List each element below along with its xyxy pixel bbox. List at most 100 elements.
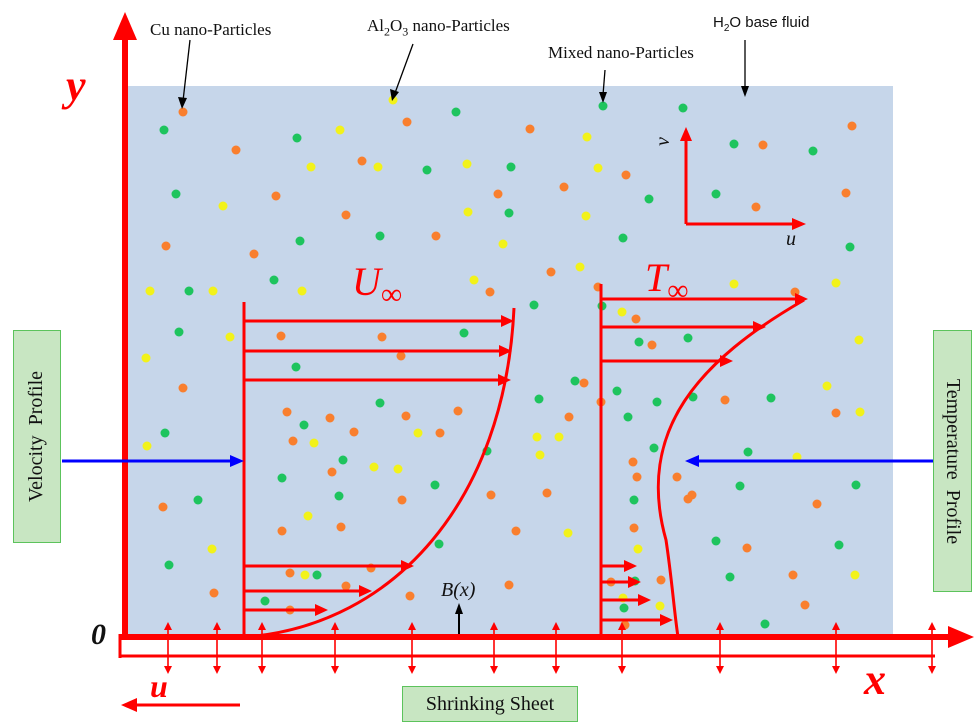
al2o3-o: O <box>390 16 403 35</box>
mixed-particle <box>729 139 739 149</box>
cu-particle <box>631 314 641 324</box>
velocity-arrow-head <box>315 604 328 616</box>
wall-arrow-head <box>490 622 498 630</box>
cu-particle <box>401 411 411 421</box>
h2o-base-fluid-label: H2O base fluid <box>713 14 809 34</box>
shrinking-direction-arrowhead <box>121 698 137 712</box>
cu-particle <box>683 494 693 504</box>
cu-particle <box>282 407 292 417</box>
mixed-particle <box>649 443 659 453</box>
temperature-profile <box>599 284 805 638</box>
mixed-particle <box>652 397 662 407</box>
mixed-particle <box>430 480 440 490</box>
wall-arrow-head <box>258 666 266 674</box>
al2o3-particle <box>532 432 542 442</box>
al2o3-particle <box>582 132 592 142</box>
cu-particle <box>672 472 682 482</box>
al2o3-sub1: 2 <box>384 24 390 39</box>
temperature-pointer-head <box>685 455 699 467</box>
cu-particle <box>209 588 219 598</box>
mixed-particle <box>434 539 444 549</box>
cu-particle <box>788 570 798 580</box>
temperature-arrow-head <box>628 576 641 588</box>
al2o3-particle <box>831 278 841 288</box>
x-axis-arrowhead <box>948 626 974 648</box>
cu-particle <box>435 428 445 438</box>
mixed-particle <box>725 572 735 582</box>
cu-particle <box>277 526 287 536</box>
cu-particle <box>647 340 657 350</box>
cu-particle <box>632 472 642 482</box>
al2o3-particle <box>563 528 573 538</box>
mixed-particle <box>422 165 432 175</box>
al2o3-particle <box>335 125 345 135</box>
mixed-particle <box>295 236 305 246</box>
velocity-arrow-head <box>401 560 414 572</box>
cu-particle <box>831 408 841 418</box>
wall-arrow-head <box>716 666 724 674</box>
mixed-particle <box>688 392 698 402</box>
mixed-particle <box>504 208 514 218</box>
mixed-particle <box>711 189 721 199</box>
mixed-particle <box>338 455 348 465</box>
cu-particle <box>431 231 441 241</box>
cu-particle <box>758 140 768 150</box>
cu-particle <box>841 188 851 198</box>
al2o3-particle <box>306 162 316 172</box>
al2o3-particle <box>535 450 545 460</box>
mixed-particle <box>623 412 633 422</box>
al2o3-particle <box>469 275 479 285</box>
al2o3-particle <box>142 441 152 451</box>
velocity-profile-label: Velocity Profile <box>25 370 48 503</box>
cu-particle <box>847 121 857 131</box>
axis-y-label: y <box>66 61 86 110</box>
t-infinity-t: T <box>645 255 668 300</box>
origin-label: 0 <box>91 618 106 651</box>
cu-particles-label: Cu nano-Particles <box>150 20 272 39</box>
cu-particle <box>485 287 495 297</box>
sheet-wall-arrows <box>164 622 936 674</box>
inset-v-label: v <box>651 137 674 146</box>
wall-arrow-head <box>164 666 172 674</box>
wall-arrow-head <box>164 622 172 630</box>
al2o3-particle <box>462 159 472 169</box>
wall-arrow-head <box>832 622 840 630</box>
y-axis-arrowhead <box>113 12 137 40</box>
mixed-particle <box>678 103 688 113</box>
cu-particle <box>656 575 666 585</box>
cu-particle <box>405 591 415 601</box>
al2o3-particle <box>297 286 307 296</box>
cu-particle <box>564 412 574 422</box>
cu-particle <box>271 191 281 201</box>
h2o-rest: O base fluid <box>729 14 810 31</box>
mixed-particle <box>634 337 644 347</box>
mixed-particle <box>711 536 721 546</box>
wall-arrow-head <box>618 622 626 630</box>
al2o3-particle <box>633 544 643 554</box>
mixed-particle <box>375 231 385 241</box>
al2o3-particle <box>145 286 155 296</box>
inset-v-arrowhead <box>680 127 692 141</box>
mixed-particle <box>683 333 693 343</box>
mixed-particle <box>570 376 580 386</box>
label-leaders <box>178 39 749 109</box>
cu-particle <box>231 145 241 155</box>
temperature-profile-label: Temperature Profile <box>942 378 965 544</box>
mixed-particle <box>619 603 629 613</box>
temperature-arrow-head <box>660 614 673 626</box>
cu-particle <box>812 499 822 509</box>
al2o3-particle <box>218 201 228 211</box>
mixed-particle <box>269 275 279 285</box>
mixed-particle <box>160 428 170 438</box>
shrinking-sheet-box: Shrinking Sheet <box>402 686 578 722</box>
mixed-particles-label: Mixed nano-Particles <box>548 43 694 62</box>
temperature-arrow-head <box>753 321 766 333</box>
h2o-h: H <box>713 14 724 31</box>
mixed-particle <box>174 327 184 337</box>
al2o3-particle <box>655 601 665 611</box>
cu-particle <box>453 406 463 416</box>
cu-particle <box>349 427 359 437</box>
al2o3-particle <box>225 332 235 342</box>
cu-particle <box>751 202 761 212</box>
al2o3-sub2: 3 <box>402 24 409 39</box>
